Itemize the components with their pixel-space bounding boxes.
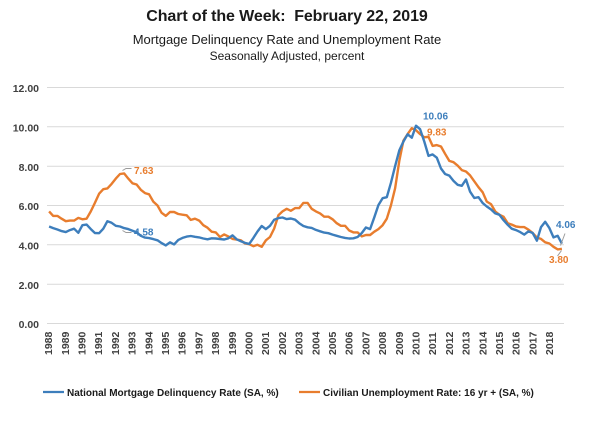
svg-text:National Mortgage Delinquency: National Mortgage Delinquency Rate (SA, … bbox=[67, 388, 279, 399]
svg-text:2004: 2004 bbox=[310, 331, 322, 355]
svg-text:1988: 1988 bbox=[43, 331, 55, 355]
svg-text:2016: 2016 bbox=[511, 331, 523, 355]
svg-text:7.63: 7.63 bbox=[134, 166, 154, 177]
svg-text:8.00: 8.00 bbox=[19, 162, 40, 174]
svg-text:2008: 2008 bbox=[377, 331, 389, 355]
svg-text:1998: 1998 bbox=[210, 331, 222, 355]
svg-text:1991: 1991 bbox=[93, 331, 105, 355]
svg-text:0.00: 0.00 bbox=[19, 319, 40, 331]
svg-text:2000: 2000 bbox=[244, 331, 256, 355]
svg-text:2015: 2015 bbox=[494, 331, 506, 355]
svg-text:2011: 2011 bbox=[427, 332, 439, 355]
svg-text:2017: 2017 bbox=[527, 331, 539, 355]
svg-text:1990: 1990 bbox=[77, 331, 89, 355]
svg-text:Civilian Unemployment Rate: 16: Civilian Unemployment Rate: 16 yr + (SA,… bbox=[323, 388, 534, 399]
svg-text:1995: 1995 bbox=[160, 331, 172, 355]
svg-text:9.83: 9.83 bbox=[427, 128, 447, 139]
svg-text:3.80: 3.80 bbox=[549, 255, 569, 266]
svg-text:2012: 2012 bbox=[444, 331, 456, 355]
svg-text:2.00: 2.00 bbox=[19, 280, 40, 292]
svg-text:1989: 1989 bbox=[60, 331, 72, 355]
svg-text:1992: 1992 bbox=[110, 331, 122, 355]
svg-text:10.06: 10.06 bbox=[423, 112, 448, 123]
svg-text:1996: 1996 bbox=[177, 331, 189, 355]
svg-text:2018: 2018 bbox=[544, 331, 556, 355]
svg-text:4.06: 4.06 bbox=[556, 220, 576, 231]
svg-text:2002: 2002 bbox=[277, 331, 289, 355]
svg-text:2009: 2009 bbox=[394, 331, 406, 355]
svg-text:6.00: 6.00 bbox=[19, 201, 40, 213]
svg-text:2003: 2003 bbox=[294, 331, 306, 355]
svg-text:10.00: 10.00 bbox=[13, 122, 39, 134]
svg-text:1997: 1997 bbox=[193, 331, 205, 355]
svg-text:12.00: 12.00 bbox=[13, 83, 39, 95]
svg-text:2001: 2001 bbox=[260, 331, 272, 355]
svg-text:4.00: 4.00 bbox=[19, 240, 40, 252]
svg-text:1993: 1993 bbox=[127, 331, 139, 355]
svg-text:2013: 2013 bbox=[461, 331, 473, 355]
svg-text:1994: 1994 bbox=[143, 331, 155, 355]
svg-text:2014: 2014 bbox=[477, 331, 489, 355]
svg-text:1999: 1999 bbox=[227, 331, 239, 355]
svg-text:2006: 2006 bbox=[344, 331, 356, 355]
svg-text:2007: 2007 bbox=[360, 331, 372, 355]
svg-text:2010: 2010 bbox=[411, 331, 423, 355]
svg-text:2005: 2005 bbox=[327, 331, 339, 355]
svg-text:4.58: 4.58 bbox=[134, 228, 154, 239]
